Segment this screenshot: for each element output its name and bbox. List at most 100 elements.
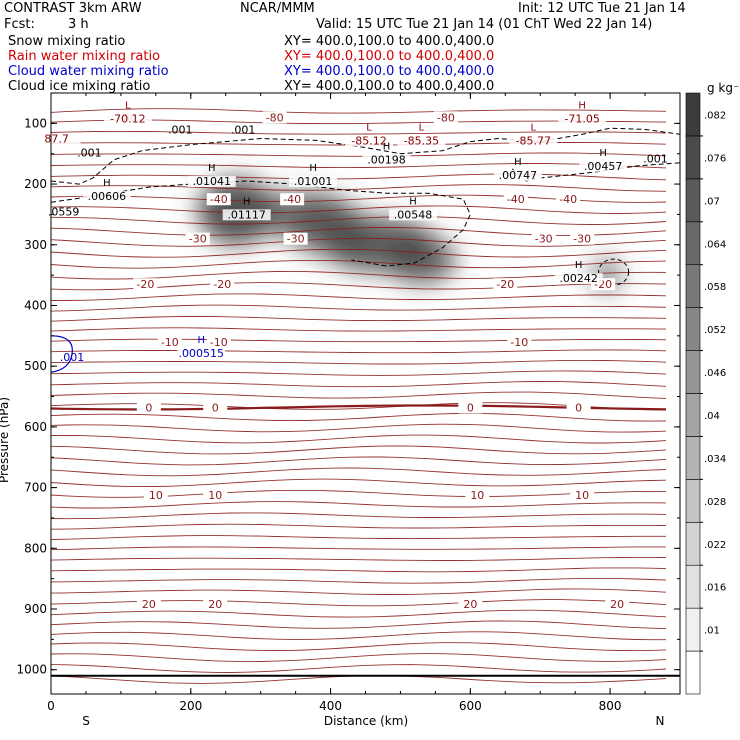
contour-label-background	[206, 335, 231, 348]
contour-label-background	[493, 278, 518, 291]
forecast-hour: 3 h	[68, 17, 89, 32]
contour-label: -10	[510, 336, 528, 349]
contour-label: 20	[463, 598, 477, 611]
temperature-contour-line	[51, 349, 667, 354]
x-tick-label: 200	[179, 699, 202, 713]
extremum-marker: H	[409, 196, 417, 207]
contour-label-background	[433, 111, 458, 124]
colorbar-level-label: .04	[704, 411, 720, 422]
extremum-value: .00548	[394, 208, 433, 221]
colorbar-swatch	[685, 92, 701, 137]
temperature-contour-line	[51, 577, 667, 584]
contour-label-background	[531, 232, 556, 245]
extremum-value: -85.12	[351, 134, 386, 147]
contour-label-background	[570, 488, 595, 501]
forecast-label: Fcst:	[4, 17, 35, 32]
extremum-value: .00606	[88, 190, 127, 203]
extremum-label-background	[222, 209, 271, 221]
x-tick-label: 0	[47, 699, 55, 713]
extremum-marker: H	[578, 100, 586, 111]
temperature-contour-line	[51, 664, 667, 673]
contour-label: 10	[208, 489, 222, 502]
contour-label-background	[280, 193, 305, 206]
contour-label: 20	[208, 598, 222, 611]
contour-label-background	[185, 232, 210, 245]
extremum-marker: H	[103, 178, 111, 189]
y-tick-label: 700	[24, 481, 47, 495]
y-tick-label: 100	[24, 116, 47, 130]
temperature-contour-line	[51, 588, 667, 595]
x-axis-south-label: S	[82, 714, 90, 728]
contour-label: -30	[287, 233, 305, 246]
temperature-contour-line	[51, 108, 667, 114]
temperature-contour-line	[51, 434, 667, 444]
x-tick-label: 400	[319, 699, 342, 713]
snow-blob	[386, 235, 457, 285]
y-tick-label: 800	[24, 541, 47, 555]
temperature-contour-line	[51, 293, 667, 301]
contour-label: 10	[575, 489, 589, 502]
temperature-contour-line	[51, 556, 667, 561]
extremum-value: .01117	[227, 208, 266, 221]
contour-label-background	[262, 111, 287, 124]
contour-label: -40	[507, 193, 525, 206]
temperature-contour-line	[51, 359, 667, 365]
field-xy-snow: XY= 400.0,100.0 to 400.0,400.0	[284, 34, 495, 49]
temperature-contour-line	[51, 535, 666, 540]
colorbar-swatch	[685, 436, 701, 480]
temperature-contour-line	[51, 412, 667, 422]
contour-label-background	[136, 401, 161, 414]
extremum-value: 87.7	[44, 132, 69, 145]
x-axis-north-label: N	[656, 714, 665, 728]
colorbar-level-label: .07	[704, 196, 720, 207]
colorbar-swatch	[685, 178, 701, 223]
extremum-marker: H	[309, 163, 317, 174]
extremum-label-background	[362, 154, 411, 166]
temperature-contour-line	[51, 512, 667, 520]
colorbar-level-label: .022	[704, 540, 726, 551]
temperature-contour-line	[51, 304, 667, 312]
contour-value-label: .001	[231, 123, 256, 136]
contour-label: 20	[142, 598, 156, 611]
extremum-label-background	[32, 133, 81, 145]
colorbar-level-label: .034	[704, 454, 726, 465]
extremum-label-background	[389, 209, 438, 221]
temperature-contour-line	[51, 523, 667, 530]
cloud-ice-contour	[51, 127, 680, 185]
contour-label: 10	[470, 489, 484, 502]
colorbar-swatch	[685, 221, 701, 266]
contour-label-background	[503, 193, 528, 206]
extremum-marker: H	[243, 196, 251, 207]
temperature-contour-line	[51, 130, 667, 135]
temperature-contour-line	[51, 567, 667, 573]
extremum-marker: L	[530, 122, 536, 133]
contour-label: -10	[161, 336, 179, 349]
extremum-label-background	[289, 175, 338, 187]
colorbar-swatch	[685, 521, 701, 566]
extremum-label-background	[579, 160, 628, 172]
colorbar-level-label: .064	[704, 239, 726, 250]
extremum-marker: L	[366, 122, 372, 133]
contour-label-background	[203, 598, 228, 611]
field-name-cloud-water: Cloud water mixing ratio	[8, 64, 169, 79]
field-xy-rain: XY= 400.0,100.0 to 400.0,400.0	[284, 49, 495, 64]
extremum-label-background	[493, 169, 542, 181]
contour-label: -30	[573, 233, 591, 246]
extremum-marker: L	[419, 122, 425, 133]
extremum-value: -70.12	[110, 112, 145, 125]
contour-label: 0	[212, 401, 219, 414]
colorbar-swatch	[685, 650, 701, 695]
field-xy-cloud-water: XY= 400.0,100.0 to 400.0,400.0	[284, 64, 495, 79]
temperature-contour-line	[51, 445, 667, 455]
y-tick-label: 1000	[16, 663, 47, 677]
temperature-contour-line	[51, 163, 667, 169]
contour-label: -40	[210, 193, 228, 206]
y-tick-label: 200	[24, 177, 47, 191]
cloud-ice-contour	[511, 162, 680, 182]
extremum-label-background	[177, 347, 226, 359]
y-tick-label: 300	[24, 238, 47, 252]
extremum-value: .00198	[367, 154, 406, 167]
temperature-contour-line	[51, 546, 666, 551]
extremum-marker: H	[208, 163, 216, 174]
contour-value-label: .0559	[48, 205, 80, 218]
